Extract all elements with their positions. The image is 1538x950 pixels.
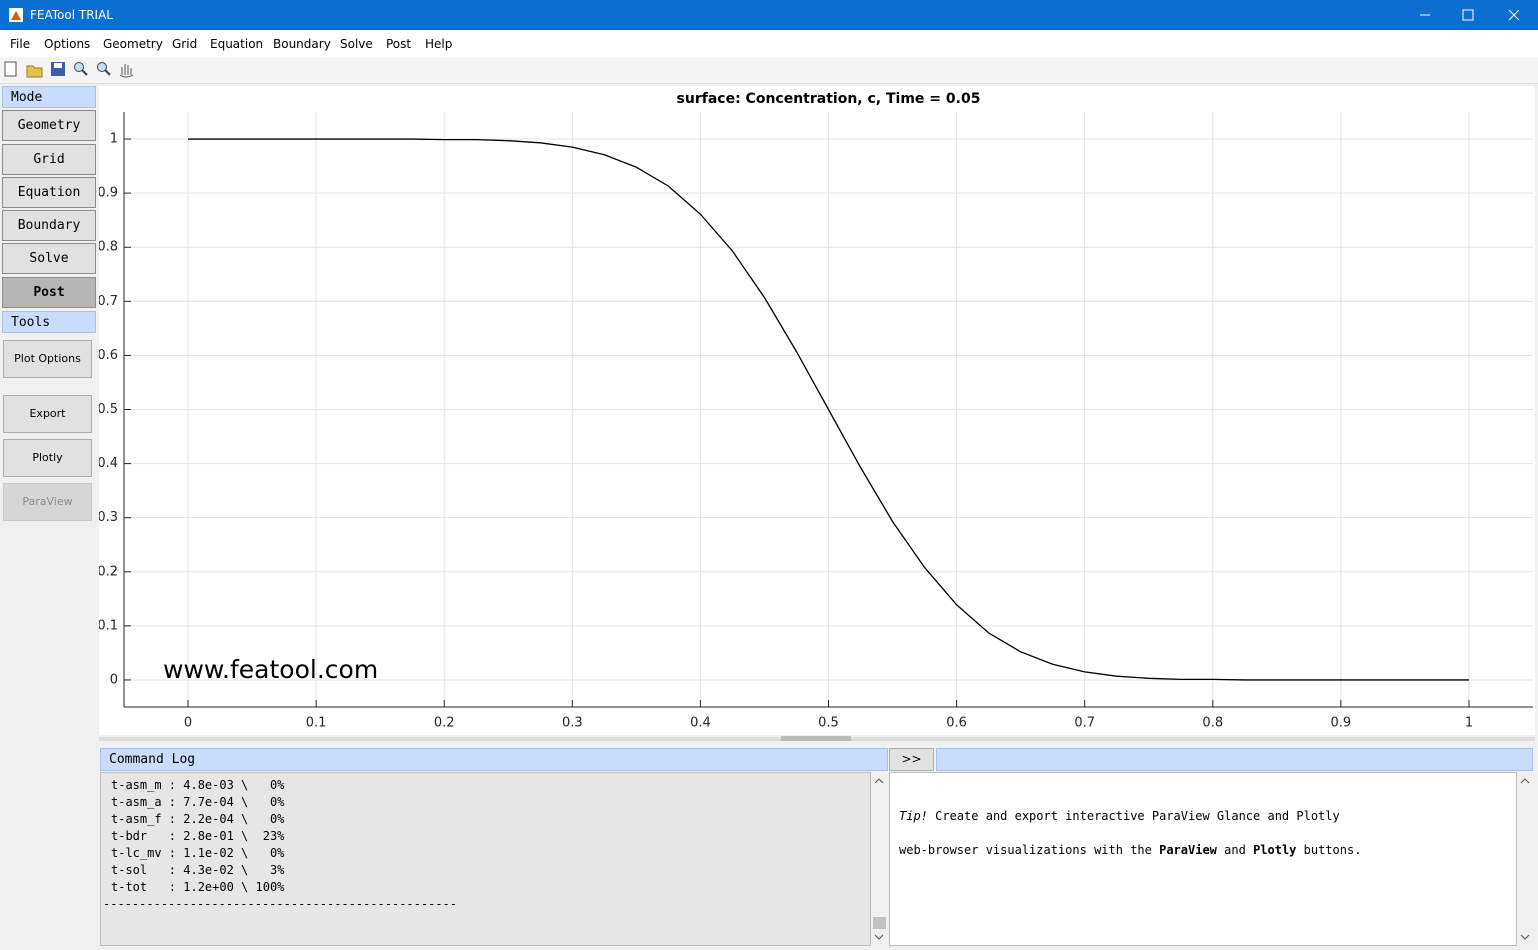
tip-bold: ParaView xyxy=(1159,843,1217,857)
tip-text: Tip! Create and export interactive ParaV… xyxy=(889,772,1517,946)
tool-button[interactable]: Plotly xyxy=(3,439,92,477)
toolbar xyxy=(0,57,1538,84)
x-tick-label: 0.9 xyxy=(1331,716,1352,731)
log-line: t-asm_m : 4.8e-03 \ 0% xyxy=(111,778,285,792)
chart: surface: Concentration, c, Time = 0.05 0 0… xyxy=(99,86,1535,735)
menu-item[interactable]: Geometry xyxy=(103,37,163,51)
y-tick-label: 0.8 xyxy=(99,240,118,255)
tip-line: web-browser visualizations with the Para… xyxy=(899,842,1516,859)
x-tick-label: 0.3 xyxy=(562,716,583,731)
log-scrollbar[interactable] xyxy=(871,772,888,946)
watermark: www.featool.com xyxy=(163,655,378,684)
mode-button[interactable]: Geometry xyxy=(2,110,96,141)
x-tick-label: 0.7 xyxy=(1074,716,1095,731)
menu-item[interactable]: Boundary xyxy=(273,37,331,51)
y-tick-label: 0.2 xyxy=(99,564,118,579)
tools-header: Tools xyxy=(2,311,96,333)
log-line: t-asm_a : 7.7e-04 \ 0% xyxy=(111,795,285,809)
log-line: t-sol : 4.3e-02 \ 3% xyxy=(111,863,285,877)
y-tick-label: 0.3 xyxy=(99,510,118,525)
tool-button[interactable]: Plot Options xyxy=(3,340,92,378)
menu-item[interactable]: Help xyxy=(425,37,453,51)
data-line xyxy=(188,138,1469,681)
mode-button[interactable]: Post xyxy=(2,277,96,308)
x-tick-label: 0.5 xyxy=(818,716,839,731)
y-tick-label: 0.9 xyxy=(99,186,118,201)
y-tick-label: 0 xyxy=(110,672,118,687)
tool-button[interactable]: Export xyxy=(3,395,92,433)
tip-text-part: web-browser visualizations with the xyxy=(899,843,1152,857)
log-line: t-asm_f : 2.2e-04 \ 0% xyxy=(111,812,285,826)
window-title: FEATool TRIAL xyxy=(30,8,113,22)
tip-label: Tip! xyxy=(899,809,928,823)
y-tick-label: 0.6 xyxy=(99,348,118,363)
tip-header xyxy=(936,748,1533,771)
toggle-button[interactable]: >> xyxy=(889,748,934,771)
menu-bar: File Options Geometry Grid Equation Boundary S… xyxy=(0,30,1538,57)
log-line: t-lc_mv : 1.1e-02 \ 0% xyxy=(111,846,285,860)
mode-button[interactable]: Grid xyxy=(2,144,96,175)
log-header: Command Log xyxy=(100,748,888,771)
x-tick-label: 1 xyxy=(1465,716,1473,731)
mode-button[interactable]: Equation xyxy=(2,177,96,208)
tip-line: Tip! Create and export interactive ParaV… xyxy=(899,808,1516,825)
menu-item[interactable]: Options xyxy=(44,37,91,51)
x-tick-label: 0.2 xyxy=(434,716,455,731)
menu-item[interactable]: Grid xyxy=(172,37,198,51)
log-text: t-asm_m : 4.8e-03 \ 0% t-asm_a : 7.7e-04 … xyxy=(100,772,871,946)
tip-text-part: buttons. xyxy=(1303,843,1362,857)
y-tick-label: 0.5 xyxy=(99,402,118,417)
chart-title: surface: Concentration, c, Time = 0.05 xyxy=(677,91,981,107)
log-line: t-tot : 1.2e+00 \ 100% xyxy=(111,880,285,894)
menu-item[interactable]: Equation xyxy=(210,37,264,51)
tip-text-line: Create and export interactive ParaView G… xyxy=(935,809,1340,823)
y-tick-label: 0.4 xyxy=(99,456,118,471)
x-tick-label: 0.1 xyxy=(306,716,327,731)
title-bar: FEATool TRIAL xyxy=(0,0,1538,30)
window-controls[interactable] xyxy=(1410,0,1538,30)
y-tick-label: 0.1 xyxy=(99,618,118,633)
y-tick-label: 1 xyxy=(110,132,118,147)
x-tick-label: 0.4 xyxy=(690,716,711,731)
toolbar-icons[interactable] xyxy=(0,57,150,83)
menu-item[interactable]: Solve xyxy=(340,37,373,51)
tip-scrollbar[interactable] xyxy=(1517,772,1534,946)
tool-button: ParaView xyxy=(3,483,92,521)
x-tick-label: 0.8 xyxy=(1202,716,1223,731)
y-tick-label: 0.7 xyxy=(99,294,118,309)
mode-button[interactable]: Boundary xyxy=(2,210,96,241)
menu-item[interactable]: File xyxy=(10,37,31,51)
mode-header: Mode xyxy=(2,86,96,108)
splitter[interactable] xyxy=(99,735,1535,743)
log-line: t-bdr : 2.8e-01 \ 23% xyxy=(111,829,285,843)
tip-bold: Plotly xyxy=(1253,843,1297,857)
menu-item[interactable]: Post xyxy=(386,37,412,51)
x-tick-label: 0 xyxy=(184,716,192,731)
mode-button[interactable]: Solve xyxy=(2,243,96,274)
app-icon xyxy=(9,8,23,22)
tip-text-part: and xyxy=(1224,843,1246,857)
x-tick-label: 0.6 xyxy=(946,716,967,731)
log-separator: ----------------------------------------… xyxy=(103,897,458,911)
